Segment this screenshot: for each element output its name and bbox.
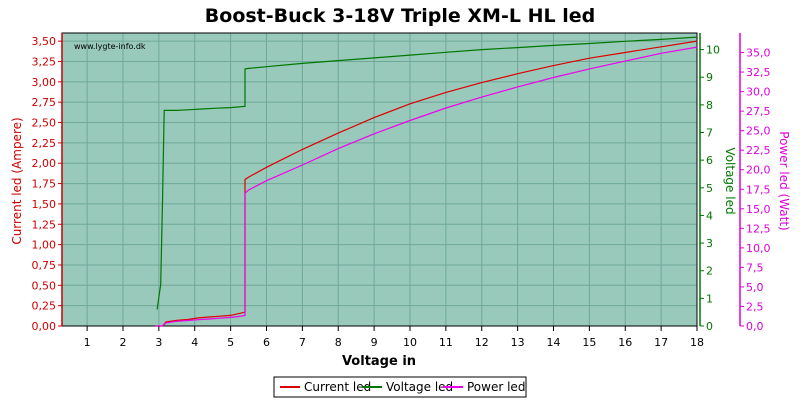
x-tick-label: 12 <box>475 336 489 349</box>
x-axis: 1 2 3 4 5 6 7 8 9 10 11 12 13 14 15 16 17 18 <box>84 326 704 349</box>
y-right2-tick-label: 27,5 <box>746 105 771 118</box>
x-tick-label: 8 <box>335 336 342 349</box>
x-tick-label: 1 <box>84 336 91 349</box>
y-right2-tick-label: 15,0 <box>746 203 771 216</box>
x-tick-label: 2 <box>119 336 126 349</box>
y-left-tick-label: 0,75 <box>32 259 57 272</box>
x-tick-label: 16 <box>618 336 632 349</box>
y-left-tick-label: 0,50 <box>32 279 57 292</box>
x-tick-label: 3 <box>155 336 162 349</box>
y-right2-tick-label: 12,5 <box>746 222 771 235</box>
x-tick-label: 17 <box>654 336 668 349</box>
x-tick-label: 5 <box>227 336 234 349</box>
y-left-tick-label: 1,00 <box>32 239 57 252</box>
y-left-tick-label: 1,25 <box>32 218 57 231</box>
y-right1-tick-label: 1 <box>706 292 713 305</box>
y-right1-tick-label: 2 <box>706 265 713 278</box>
y-left-tick-label: 3,00 <box>32 76 57 89</box>
y-left-tick-label: 0,25 <box>32 300 57 313</box>
series-line-voltage-led <box>156 36 698 310</box>
y-axis-right-voltage-label: Voltage led <box>723 147 737 214</box>
y-axis-right-voltage: 0 1 2 3 4 5 6 7 8 9 10 <box>699 33 720 333</box>
y-right2-tick-label: 17,5 <box>746 183 771 196</box>
x-axis-label: Voltage in <box>342 354 416 369</box>
y-left-tick-label: 2,50 <box>32 117 57 130</box>
x-tick-label: 10 <box>403 336 417 349</box>
y-left-tick-label: 2,00 <box>32 157 57 170</box>
y-right2-tick-label: 2,5 <box>746 300 764 313</box>
y-left-tick-label: 1,75 <box>32 178 57 191</box>
y-axis-left: 0,00 0,25 0,50 0,75 1,00 1,25 1,50 1,75 2,00 2,25… <box>32 33 63 333</box>
legend-label: Power led <box>467 380 525 394</box>
x-tick-label: 15 <box>582 336 596 349</box>
y-right2-tick-label: 7,5 <box>746 261 764 274</box>
series-line-current-led <box>155 40 698 327</box>
x-tick-label: 11 <box>439 336 453 349</box>
y-right2-tick-label: 5,0 <box>746 281 764 294</box>
plot-area <box>61 32 698 327</box>
watermark: www.lygte-info.dk <box>74 42 146 51</box>
series-line-power-led <box>155 46 698 327</box>
legend-label: Voltage led <box>386 380 453 394</box>
y-right1-tick-label: 6 <box>706 154 713 167</box>
x-tick-label: 4 <box>191 336 198 349</box>
y-right1-tick-label: 8 <box>706 99 713 112</box>
y-right1-tick-label: 9 <box>706 71 713 84</box>
y-left-tick-label: 3,25 <box>32 55 57 68</box>
y-right2-tick-label: 32,5 <box>746 66 771 79</box>
y-right1-tick-label: 10 <box>706 44 720 57</box>
legend: Current led Voltage led Power led <box>273 376 527 398</box>
x-tick-label: 13 <box>511 336 525 349</box>
x-tick-label: 7 <box>299 336 306 349</box>
plot-background <box>62 33 697 326</box>
y-right1-tick-label: 4 <box>706 209 713 222</box>
y-left-tick-label: 1,50 <box>32 198 57 211</box>
y-right2-tick-label: 30,0 <box>746 86 771 99</box>
y-axis-left-label: Current led (Ampere) <box>10 117 24 244</box>
y-axis-right-power-label: Power led (Watt) <box>777 131 791 230</box>
x-tick-label: 6 <box>263 336 270 349</box>
x-tick-label: 18 <box>690 336 704 349</box>
legend-label: Current led <box>304 380 371 394</box>
legend-box <box>273 376 527 398</box>
y-right2-tick-label: 0,0 <box>746 320 764 333</box>
y-left-tick-label: 3,50 <box>32 35 57 48</box>
y-right1-tick-label: 7 <box>706 127 713 140</box>
y-left-tick-label: 0,00 <box>32 320 57 333</box>
y-right2-tick-label: 35,0 <box>746 47 771 60</box>
x-tick-label: 9 <box>371 336 378 349</box>
chart-title: Boost-Buck 3-18V Triple XM-L HL led <box>205 5 595 27</box>
y-right1-tick-label: 5 <box>706 182 713 195</box>
x-tick-label: 14 <box>546 336 560 349</box>
y-right2-tick-label: 10,0 <box>746 242 771 255</box>
y-left-tick-label: 2,75 <box>32 96 57 109</box>
y-right2-tick-label: 25,0 <box>746 125 771 138</box>
y-left-tick-label: 2,25 <box>32 137 57 150</box>
y-right1-tick-label: 0 <box>706 320 713 333</box>
y-right2-tick-label: 22,5 <box>746 144 771 157</box>
y-right1-tick-label: 3 <box>706 237 713 250</box>
y-axis-right-power: 0,0 2,5 5,0 7,5 10,0 12,5 15,0 17,5 20,0 22,5 25,0… <box>739 33 771 333</box>
y-right2-tick-label: 20,0 <box>746 164 771 177</box>
